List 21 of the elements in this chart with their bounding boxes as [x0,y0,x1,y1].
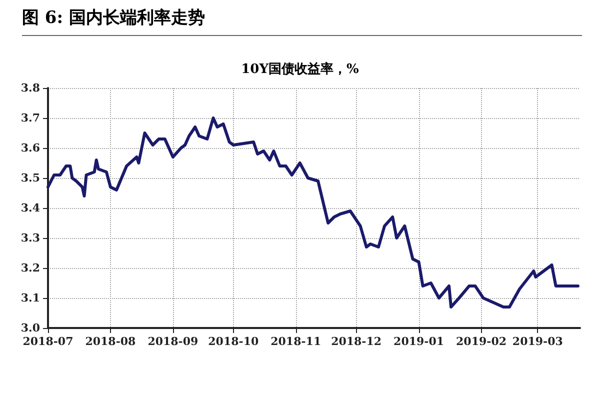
x-tick-label: 2018-11 [270,335,322,348]
y-tick-label: 3.7 [20,112,40,124]
y-tick-label: 3.1 [20,292,40,304]
x-tick-label: 2019-03 [512,335,563,348]
y-tick-label: 3.4 [20,202,40,214]
x-tick-label: 2019-01 [394,335,444,348]
y-tick-label: 3.5 [20,172,40,184]
x-tick-label: 2019-02 [456,335,507,348]
x-tick-label: 2018-08 [85,335,136,348]
x-tick-label: 2018-10 [208,335,259,348]
x-tick-label: 2018-07 [22,335,74,348]
x-tick-label: 2018-09 [148,335,198,348]
y-tick-label: 3.3 [20,232,40,244]
y-tick-label: 3.0 [20,322,40,334]
line-series [46,116,580,308]
y-tick-label: 3.2 [20,262,40,274]
chart-subtitle: 10Y国债收益率，% [240,60,360,78]
chart-title: 图 6: 国内长端利率走势 [22,6,582,36]
y-tick-label: 3.8 [20,82,40,94]
y-tick-label: 3.6 [20,142,40,154]
x-tick-label: 2018-12 [331,335,382,348]
